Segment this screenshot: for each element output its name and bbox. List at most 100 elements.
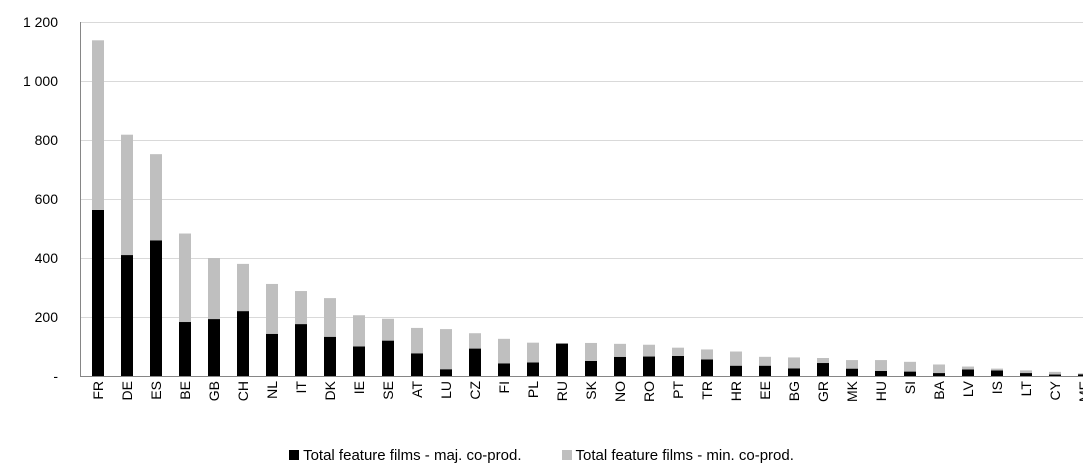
x-tick-label: LU <box>438 381 454 399</box>
legend: Total feature films - maj. co-prod. Tota… <box>0 445 1083 465</box>
bar-maj-co-prod <box>324 336 336 376</box>
x-tick-label: DK <box>322 380 338 400</box>
bar-min-co-prod <box>788 357 800 369</box>
bar-maj-co-prod <box>614 356 626 376</box>
bar-min-co-prod <box>179 233 191 323</box>
x-tick-label: MK <box>844 380 860 402</box>
x-tick-label: RU <box>554 381 570 401</box>
y-tick-label: 1 200 <box>23 14 58 30</box>
x-tick-label: SK <box>583 380 599 399</box>
x-tick-label: HR <box>728 381 744 401</box>
x-axis: FR DE ES BE GB CH NL IT DK IE SE AT LU CZ FI PL RU SK NO RO… <box>90 380 1083 402</box>
bar-min-co-prod <box>295 291 307 325</box>
bar-maj-co-prod <box>237 311 249 376</box>
bar-min-co-prod <box>846 360 858 369</box>
bar-min-co-prod <box>440 329 452 370</box>
bar-min-co-prod <box>150 154 162 241</box>
x-tick-label: IS <box>989 381 1005 394</box>
gridlines <box>80 22 1083 377</box>
x-tick-label: SE <box>380 381 396 400</box>
bar-min-co-prod <box>585 342 597 361</box>
y-axis: - 200 400 600 800 1 000 1 200 <box>23 14 81 384</box>
bar-min-co-prod <box>1020 370 1032 374</box>
bar-maj-co-prod <box>527 362 539 376</box>
bar-min-co-prod <box>1049 371 1061 375</box>
chart: - 200 400 600 800 1 000 1 200 FR DE ES BE GB CH NL IT… <box>23 14 1083 402</box>
x-tick-label: BA <box>931 380 947 399</box>
legend-label-maj: Total feature films - maj. co-prod. <box>303 446 522 464</box>
x-tick-label: AT <box>409 381 425 398</box>
x-tick-label: IT <box>293 381 309 394</box>
bar-min-co-prod <box>382 318 394 341</box>
bar-maj-co-prod <box>962 369 974 376</box>
bar-min-co-prod <box>469 333 481 349</box>
bar-maj-co-prod <box>208 319 220 376</box>
bar-maj-co-prod <box>498 363 510 376</box>
x-tick-label: DE <box>119 381 135 400</box>
bar-min-co-prod <box>904 361 916 372</box>
bar-min-co-prod <box>92 40 104 210</box>
bar-maj-co-prod <box>382 340 394 376</box>
y-tick-label: - <box>53 368 58 384</box>
y-tick-label: 600 <box>35 191 59 207</box>
bar-maj-co-prod <box>440 369 452 376</box>
y-tick-label: 200 <box>35 309 59 325</box>
bar-maj-co-prod <box>933 373 945 376</box>
bar-min-co-prod <box>730 351 742 366</box>
bar-min-co-prod <box>962 366 974 370</box>
bar-maj-co-prod <box>1049 374 1061 376</box>
x-tick-label: LV <box>960 380 976 397</box>
bar-maj-co-prod <box>1078 374 1083 376</box>
x-tick-label: BE <box>177 381 193 400</box>
x-tick-label: IE <box>351 381 367 394</box>
bars <box>92 40 1083 376</box>
x-tick-label: NL <box>264 381 280 399</box>
x-tick-label: RO <box>641 381 657 402</box>
x-tick-label: FR <box>90 381 106 400</box>
bar-maj-co-prod <box>179 322 191 376</box>
bar-min-co-prod <box>759 356 771 366</box>
bar-min-co-prod <box>875 360 887 371</box>
bar-maj-co-prod <box>469 348 481 376</box>
bar-min-co-prod <box>672 347 684 356</box>
x-tick-label: NO <box>612 381 628 402</box>
bar-min-co-prod <box>208 258 220 320</box>
bar-maj-co-prod <box>121 255 133 376</box>
bar-min-co-prod <box>527 342 539 363</box>
bar-maj-co-prod <box>150 240 162 376</box>
y-tick-label: 800 <box>35 132 59 148</box>
legend-item-min: Total feature films - min. co-prod. <box>561 445 794 465</box>
x-tick-label: LT <box>1018 381 1034 397</box>
bar-maj-co-prod <box>266 333 278 376</box>
bar-maj-co-prod <box>92 209 104 376</box>
x-tick-label: BG <box>786 381 802 401</box>
x-tick-label: PT <box>670 381 686 399</box>
bar-min-co-prod <box>1078 373 1083 375</box>
bar-min-co-prod <box>643 344 655 357</box>
bar-min-co-prod <box>614 343 626 357</box>
legend-swatch-min <box>561 450 572 460</box>
bar-min-co-prod <box>266 283 278 334</box>
bar-maj-co-prod <box>817 363 829 376</box>
bar-maj-co-prod <box>904 371 916 376</box>
x-tick-label: SI <box>902 381 918 394</box>
bar-maj-co-prod <box>585 360 597 376</box>
bar-maj-co-prod <box>991 370 1003 376</box>
x-tick-label: TR <box>699 381 715 400</box>
bar-min-co-prod <box>353 315 365 347</box>
x-tick-label: ES <box>148 381 164 400</box>
bar-maj-co-prod <box>411 353 423 376</box>
x-tick-label: CY <box>1047 380 1063 400</box>
bar-min-co-prod <box>817 358 829 364</box>
x-tick-label: GR <box>815 381 831 402</box>
bar-maj-co-prod <box>353 346 365 376</box>
bar-maj-co-prod <box>759 365 771 376</box>
bar-maj-co-prod <box>643 356 655 376</box>
bar-maj-co-prod <box>788 368 800 376</box>
bar-min-co-prod <box>324 298 336 337</box>
bar-maj-co-prod <box>1020 373 1032 376</box>
bar-maj-co-prod <box>846 368 858 376</box>
bar-maj-co-prod <box>295 324 307 376</box>
y-tick-label: 1 000 <box>23 73 58 89</box>
x-tick-label: GB <box>206 381 222 401</box>
